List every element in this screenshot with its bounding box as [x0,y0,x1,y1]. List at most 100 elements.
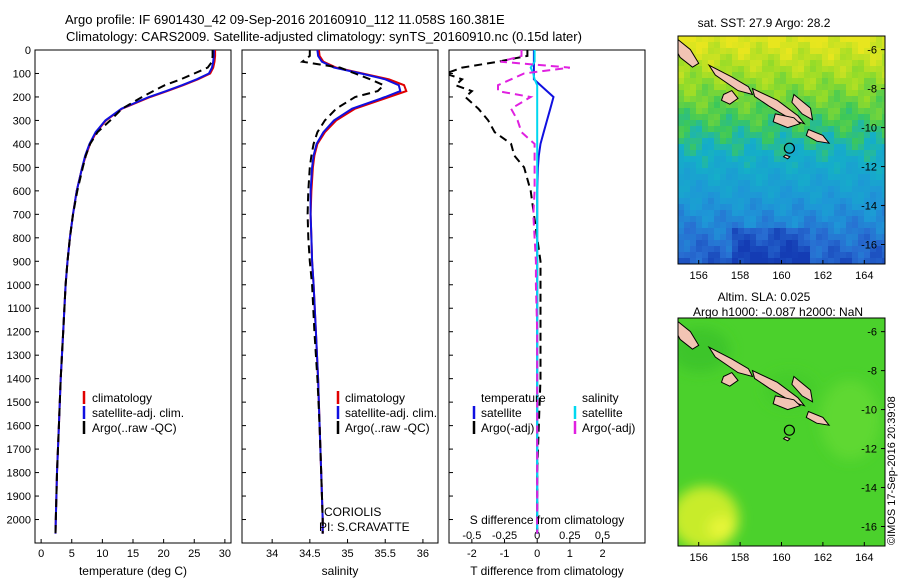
sst-cell [834,138,840,144]
sst-cell [798,240,804,246]
sst-cell [852,162,858,168]
argo-position-marker [783,424,795,436]
sst-cell [756,258,762,264]
sst-cell [744,138,750,144]
sst-cell [768,150,774,156]
sst-cell [678,240,684,246]
sst-cell [714,252,720,258]
sst-cell [696,126,702,132]
sst-cell [780,192,786,198]
sst-cell [708,174,714,180]
sst-cell [846,156,852,162]
sst-cell [780,156,786,162]
sst-cell [702,186,708,192]
sst-cell [726,210,732,216]
sst-cell [678,102,684,108]
sst-cell [834,174,840,180]
sst-cell [750,204,756,210]
sst-cell [828,60,834,66]
sst-cell [840,156,846,162]
sst-cell [786,192,792,198]
sst-cell [858,222,864,228]
sst-cell [834,42,840,48]
sst-cell [702,192,708,198]
sst-cell [816,156,822,162]
sst-cell [696,168,702,174]
lon-tick-label: 160 [772,552,790,564]
sst-cell [852,96,858,102]
sst-cell [732,138,738,144]
sst-cell [858,66,864,72]
sst-cell [690,180,696,186]
sst-cell [798,132,804,138]
imos-timestamp: ©IMOS 17-Sep-2016 20:39:08 [886,396,898,545]
sst-cell [750,228,756,234]
x-tick-label: 15 [127,548,139,560]
sst-cell [858,258,864,264]
sst-cell [846,90,852,96]
sst-cell [702,60,708,66]
sst-cell [816,192,822,198]
sst-cell [720,156,726,162]
sst-cell [792,54,798,60]
sst-cell [834,186,840,192]
sst-cell [768,192,774,198]
sst-cell [714,54,720,60]
sst-cell [684,108,690,114]
sst-cell [690,186,696,192]
sst-cell [768,84,774,90]
temperature-panel: 0100200300400500600700800900100011001200… [7,45,232,578]
sst-cell [822,90,828,96]
sst-cell [864,168,870,174]
sst-cell [690,168,696,174]
depth-tick-label: 1300 [7,350,31,362]
sst-cell [678,36,684,42]
sst-cell [684,102,690,108]
sst-cell [708,84,714,90]
sst-cell [858,150,864,156]
sst-cell [768,168,774,174]
sst-cell [822,234,828,240]
sst-cell [768,90,774,96]
sst-cell [744,126,750,132]
sst-cell [708,192,714,198]
sst-cell [708,186,714,192]
sst-cell [786,90,792,96]
sst-cell [684,144,690,150]
sst-cell [870,48,876,54]
sst-cell [882,198,885,204]
sst-cell [756,168,762,174]
sst-cell [828,108,834,114]
sst-cell [846,252,852,258]
sst-cell [852,240,858,246]
sst-cell [750,258,756,264]
sst-cell [720,102,726,108]
sst-cell [738,90,744,96]
sst-cell [726,108,732,114]
sst-cell [828,96,834,102]
sst-cell [708,246,714,252]
sst-cell [762,102,768,108]
sst-cell [876,216,882,222]
sst-cell [744,180,750,186]
sst-cell [780,126,786,132]
sst-cell [792,84,798,90]
sst-cell [786,180,792,186]
sst-cell [846,204,852,210]
sst-cell [732,54,738,60]
sst-cell [834,126,840,132]
sst-cell [882,258,885,264]
sst-cell [726,120,732,126]
sst-cell [762,144,768,150]
sst-cell [768,174,774,180]
sst-cell [834,120,840,126]
sst-cell [708,168,714,174]
sst-cell [882,66,885,72]
sst-cell [864,240,870,246]
sst-cell [678,150,684,156]
sst-cell [750,90,756,96]
sst-cell [822,114,828,120]
sst-cell [702,216,708,222]
sst-cell [738,132,744,138]
sst-cell [732,42,738,48]
